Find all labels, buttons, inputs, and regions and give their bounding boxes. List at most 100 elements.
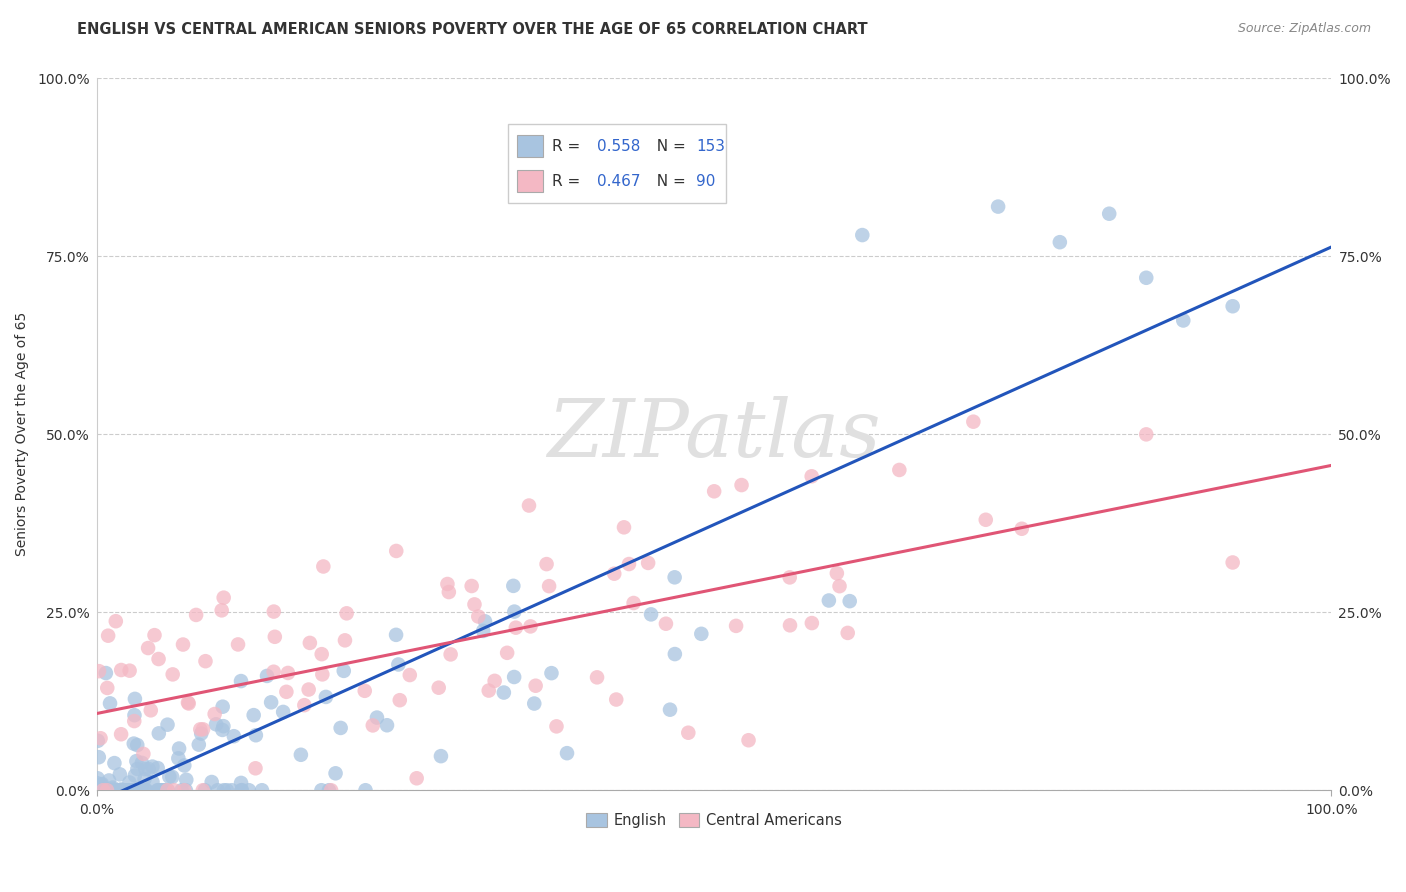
Point [100, 783, 122, 797]
Point [332, 664, 354, 678]
Point [974, 513, 997, 527]
Point [828, 579, 851, 593]
Point [605, 692, 627, 706]
Point [245, 728, 267, 742]
Point [177, 696, 200, 710]
Point [86, 783, 108, 797]
Point [276, 685, 298, 699]
Point [127, 783, 149, 797]
Point [229, 674, 252, 689]
Point [277, 665, 299, 680]
Point [737, 733, 759, 747]
Point [167, 741, 190, 756]
Point [1098, 207, 1121, 221]
Point [194, 654, 217, 668]
Point [87, 783, 110, 797]
Point [134, 762, 156, 776]
Point [91, 783, 114, 797]
Text: 0.558: 0.558 [596, 139, 640, 153]
Point [474, 615, 496, 629]
Point [86, 776, 108, 790]
Point [250, 783, 273, 797]
Point [131, 783, 153, 797]
Point [101, 783, 124, 797]
Point [678, 725, 700, 739]
Point [101, 780, 124, 795]
Point [87, 734, 110, 748]
Point [173, 783, 195, 797]
Point [659, 703, 682, 717]
Point [212, 783, 235, 797]
Point [315, 690, 337, 704]
Point [87, 783, 110, 797]
Point [146, 783, 169, 797]
Text: R =: R = [551, 139, 585, 153]
Point [311, 667, 333, 681]
Point [118, 783, 141, 797]
Point [153, 783, 176, 797]
Point [121, 783, 143, 797]
Point [146, 761, 169, 775]
Point [818, 593, 841, 607]
Point [111, 783, 134, 797]
Point [125, 754, 148, 768]
Point [201, 775, 224, 789]
Point [170, 783, 193, 797]
Point [361, 718, 384, 732]
Point [725, 619, 748, 633]
Point [205, 717, 228, 731]
Point [478, 683, 501, 698]
Point [336, 607, 359, 621]
Point [222, 729, 245, 743]
Point [118, 783, 141, 797]
Point [89, 783, 111, 797]
Point [191, 783, 214, 797]
Point [86, 783, 108, 797]
Text: N =: N = [647, 139, 690, 153]
Point [172, 638, 194, 652]
Point [104, 783, 127, 797]
Point [87, 750, 110, 764]
Point [87, 779, 110, 793]
Point [94, 666, 117, 681]
Point [120, 783, 142, 797]
Point [135, 783, 157, 797]
Point [226, 637, 249, 651]
Point [603, 566, 626, 581]
Point [311, 647, 333, 661]
Point [329, 721, 352, 735]
Point [173, 758, 195, 772]
Point [730, 478, 752, 492]
Point [103, 756, 125, 771]
Point [190, 726, 212, 740]
Point [312, 559, 335, 574]
Point [156, 783, 179, 797]
Text: 90: 90 [696, 174, 716, 188]
Point [318, 783, 340, 797]
Point [690, 627, 713, 641]
Point [150, 783, 173, 797]
Point [89, 783, 111, 797]
Text: ENGLISH VS CENTRAL AMERICAN SENIORS POVERTY OVER THE AGE OF 65 CORRELATION CHART: ENGLISH VS CENTRAL AMERICAN SENIORS POVE… [77, 22, 868, 37]
Point [298, 636, 321, 650]
Point [987, 200, 1010, 214]
Point [89, 783, 111, 797]
Point [263, 605, 285, 619]
Point [388, 693, 411, 707]
Point [149, 783, 172, 797]
Text: ZIPatlas: ZIPatlas [547, 396, 882, 473]
Point [187, 738, 209, 752]
Point [502, 579, 524, 593]
Point [98, 697, 121, 711]
Point [141, 759, 163, 773]
Point [87, 783, 110, 797]
Point [110, 727, 132, 741]
Point [837, 626, 859, 640]
Point [484, 673, 506, 688]
Point [148, 783, 170, 797]
Point [86, 772, 108, 786]
Point [160, 770, 183, 784]
Point [1135, 427, 1157, 442]
Text: N =: N = [647, 174, 690, 188]
Point [117, 783, 139, 797]
